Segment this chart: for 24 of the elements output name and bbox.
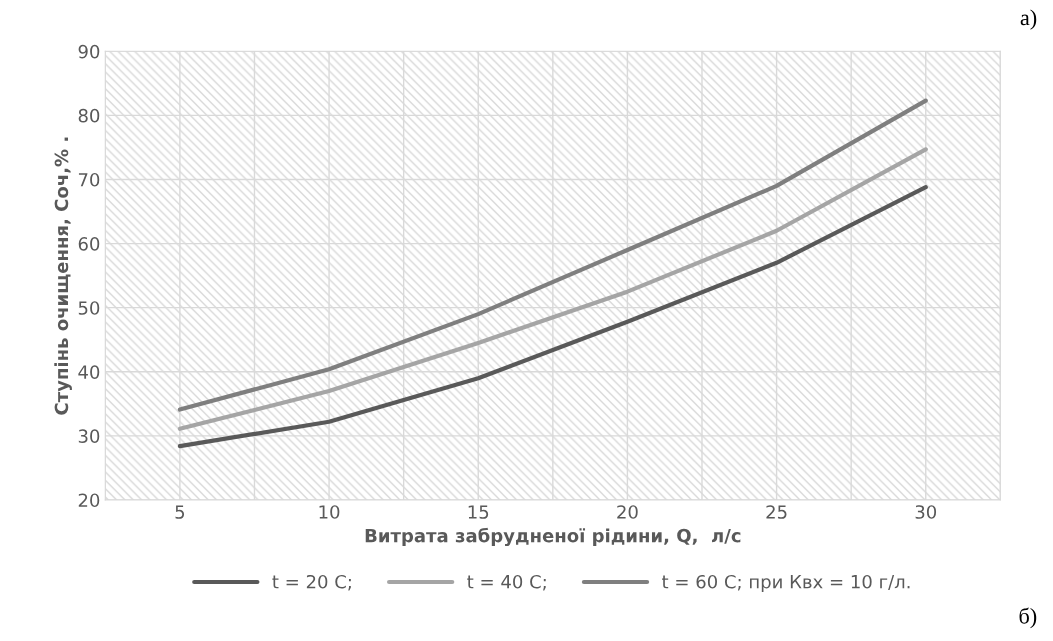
y-tick-label: 70 [78, 172, 100, 187]
legend-label: t = 40 С; [467, 574, 546, 591]
y-tick-label: 50 [78, 301, 100, 315]
line-series [177, 185, 928, 449]
y-axis-title: Ступінь очищення, Соч,% . [54, 137, 72, 415]
y-tick-label: 80 [78, 108, 100, 123]
y-tick-label: 30 [78, 429, 100, 443]
text: б) [1019, 607, 1037, 629]
line-series [177, 98, 928, 412]
y-tick-label: 60 [78, 237, 100, 251]
y-tick-label: 40 [78, 365, 100, 379]
x-tick-label: 10 [319, 505, 340, 519]
text: а) [1020, 9, 1037, 30]
x-tick-label: 20 [617, 505, 638, 519]
x-tick-label: 15 [468, 505, 489, 519]
legend-label: t = 20 С; [272, 574, 351, 591]
y-tick-label: 90 [78, 44, 100, 59]
line-series [177, 147, 928, 431]
legend-label: t = 60 С; при Квх = 10 г/л. [662, 574, 910, 593]
x-tick-label: 25 [766, 505, 787, 519]
x-tick-label: 5 [175, 505, 185, 519]
x-axis-title: Витрата забрудненої рідини, Q, л/с [365, 527, 741, 547]
x-tick-label: 30 [915, 505, 937, 519]
y-tick-label: 20 [78, 493, 100, 508]
